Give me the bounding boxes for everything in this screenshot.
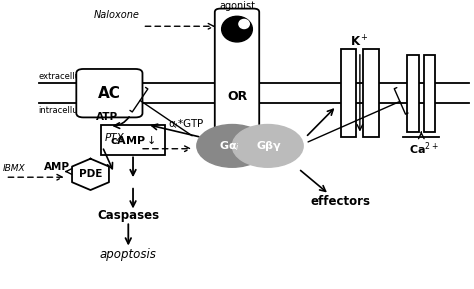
Polygon shape	[72, 159, 109, 190]
Text: PDE: PDE	[79, 169, 102, 179]
Text: AMP: AMP	[45, 162, 71, 172]
Bar	[341, 49, 356, 137]
Text: IBMX: IBMX	[3, 164, 26, 173]
Text: Caspases: Caspases	[97, 209, 159, 222]
Bar	[424, 55, 436, 132]
Text: Gα$_i$: Gα$_i$	[219, 139, 240, 153]
Text: apoptosis: apoptosis	[100, 248, 157, 261]
Bar	[364, 49, 379, 137]
Text: effectors: effectors	[311, 195, 371, 208]
FancyBboxPatch shape	[76, 69, 143, 117]
Text: ATP: ATP	[96, 112, 118, 123]
Text: agonist: agonist	[219, 1, 255, 11]
Text: α$_i$*GTP: α$_i$*GTP	[168, 118, 205, 131]
Bar	[407, 55, 419, 132]
Text: AC: AC	[98, 86, 121, 101]
Text: OR: OR	[227, 90, 247, 103]
Text: cAMP$\downarrow$: cAMP$\downarrow$	[110, 134, 156, 146]
Text: Naloxone: Naloxone	[93, 10, 139, 21]
Text: extracellular: extracellular	[38, 72, 91, 81]
Ellipse shape	[232, 125, 303, 167]
FancyBboxPatch shape	[101, 125, 165, 155]
FancyBboxPatch shape	[215, 9, 259, 158]
Text: Ca$^{2+}$: Ca$^{2+}$	[409, 140, 438, 157]
Ellipse shape	[239, 19, 249, 29]
Text: intracellular: intracellular	[38, 106, 89, 115]
Ellipse shape	[222, 16, 252, 42]
Ellipse shape	[197, 125, 268, 167]
Text: Gβγ: Gβγ	[256, 141, 281, 151]
Text: PTX: PTX	[104, 133, 124, 143]
Text: K$^+$: K$^+$	[350, 34, 369, 50]
